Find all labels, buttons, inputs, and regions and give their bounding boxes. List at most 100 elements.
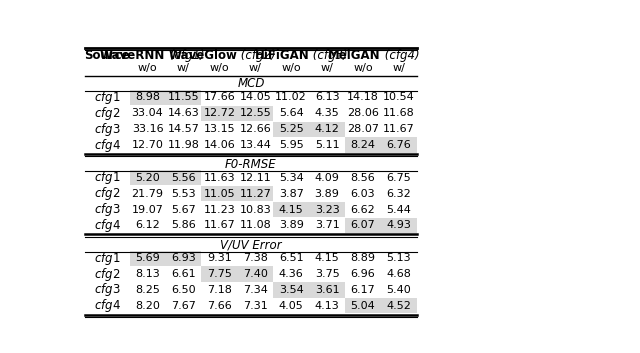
Text: 4.36: 4.36 — [279, 269, 303, 279]
Text: 11.67: 11.67 — [204, 221, 236, 231]
Text: 6.96: 6.96 — [351, 269, 376, 279]
Text: $cfg4$: $cfg4$ — [94, 217, 121, 234]
Bar — [202, 267, 273, 282]
Text: 11.27: 11.27 — [239, 189, 271, 199]
Text: 6.93: 6.93 — [171, 253, 196, 263]
Text: 14.63: 14.63 — [168, 108, 199, 118]
Text: 7.38: 7.38 — [243, 253, 268, 263]
Text: 8.56: 8.56 — [351, 173, 376, 183]
Text: 5.53: 5.53 — [171, 189, 196, 199]
Text: 7.40: 7.40 — [243, 269, 268, 279]
Text: w/o: w/o — [282, 63, 301, 73]
Text: 3.89: 3.89 — [315, 189, 340, 199]
Text: $cfg3$: $cfg3$ — [94, 201, 120, 218]
Bar — [345, 218, 417, 233]
Text: 4.09: 4.09 — [315, 173, 340, 183]
Text: 14.18: 14.18 — [347, 92, 379, 102]
Text: 8.89: 8.89 — [351, 253, 376, 263]
Text: 5.67: 5.67 — [171, 205, 196, 215]
Text: 11.63: 11.63 — [204, 173, 235, 183]
Text: 7.18: 7.18 — [207, 285, 232, 295]
Text: 5.40: 5.40 — [387, 285, 412, 295]
Text: w/o: w/o — [138, 63, 157, 73]
Text: 3.61: 3.61 — [315, 285, 339, 295]
Text: 12.55: 12.55 — [239, 108, 271, 118]
Text: 6.76: 6.76 — [387, 140, 412, 150]
Text: 7.67: 7.67 — [171, 301, 196, 311]
Text: 13.15: 13.15 — [204, 124, 235, 134]
Text: 6.75: 6.75 — [387, 173, 412, 183]
Text: 11.68: 11.68 — [383, 108, 415, 118]
Text: 12.66: 12.66 — [239, 124, 271, 134]
Text: w/: w/ — [177, 63, 190, 73]
Text: $cfg2$: $cfg2$ — [94, 105, 120, 122]
Text: WaveGlow: WaveGlow — [168, 49, 237, 62]
Text: 5.56: 5.56 — [171, 173, 196, 183]
Text: 8.13: 8.13 — [135, 269, 160, 279]
Text: 8.25: 8.25 — [135, 285, 160, 295]
Text: 11.08: 11.08 — [239, 221, 271, 231]
Text: 5.13: 5.13 — [387, 253, 412, 263]
Text: 33.16: 33.16 — [132, 124, 163, 134]
Text: F0-RMSE: F0-RMSE — [225, 158, 276, 171]
Text: 12.72: 12.72 — [204, 108, 236, 118]
Text: 6.13: 6.13 — [315, 92, 339, 102]
Text: 8.98: 8.98 — [135, 92, 160, 102]
Text: 5.25: 5.25 — [279, 124, 303, 134]
Text: w/: w/ — [321, 63, 333, 73]
Text: 8.24: 8.24 — [351, 140, 376, 150]
Text: 4.15: 4.15 — [315, 253, 339, 263]
Text: 8.20: 8.20 — [135, 301, 160, 311]
Text: 11.67: 11.67 — [383, 124, 415, 134]
Text: Source: Source — [84, 49, 130, 62]
Text: WaveRNN: WaveRNN — [100, 49, 166, 62]
Text: 11.55: 11.55 — [168, 92, 199, 102]
Text: 14.06: 14.06 — [204, 140, 236, 150]
Text: 6.03: 6.03 — [351, 189, 375, 199]
Text: 4.93: 4.93 — [387, 221, 412, 231]
Text: 11.98: 11.98 — [168, 140, 200, 150]
Text: 10.54: 10.54 — [383, 92, 415, 102]
Text: 14.57: 14.57 — [168, 124, 200, 134]
Text: 9.31: 9.31 — [207, 253, 232, 263]
Bar — [129, 170, 202, 185]
Text: 4.35: 4.35 — [315, 108, 339, 118]
Bar — [273, 282, 345, 298]
Text: 17.66: 17.66 — [204, 92, 236, 102]
Text: 7.31: 7.31 — [243, 301, 268, 311]
Text: V/UV Error: V/UV Error — [220, 238, 282, 251]
Text: (cfg4): (cfg4) — [381, 49, 420, 62]
Text: $cfg4$: $cfg4$ — [94, 137, 121, 154]
Text: 13.44: 13.44 — [239, 140, 271, 150]
Text: 6.50: 6.50 — [171, 285, 196, 295]
Text: 3.75: 3.75 — [315, 269, 339, 279]
Text: 5.69: 5.69 — [135, 253, 160, 263]
Text: 5.11: 5.11 — [315, 140, 339, 150]
Text: 33.04: 33.04 — [132, 108, 163, 118]
Text: MCD: MCD — [237, 77, 264, 90]
Text: (cfg1): (cfg1) — [166, 49, 204, 62]
Text: 3.71: 3.71 — [315, 221, 339, 231]
Text: $cfg2$: $cfg2$ — [94, 185, 120, 202]
Text: w/: w/ — [249, 63, 262, 73]
Text: $cfg3$: $cfg3$ — [94, 121, 120, 138]
Text: 4.52: 4.52 — [387, 301, 412, 311]
Text: 3.54: 3.54 — [279, 285, 303, 295]
Text: 21.79: 21.79 — [132, 189, 164, 199]
Text: (cfg3): (cfg3) — [309, 49, 348, 62]
Text: 5.86: 5.86 — [171, 221, 196, 231]
Text: 11.05: 11.05 — [204, 189, 235, 199]
Text: 28.07: 28.07 — [347, 124, 379, 134]
Text: $cfg4$: $cfg4$ — [94, 297, 121, 314]
Text: $cfg2$: $cfg2$ — [94, 265, 120, 282]
Text: 14.05: 14.05 — [239, 92, 271, 102]
Text: 6.62: 6.62 — [351, 205, 376, 215]
Text: 10.83: 10.83 — [239, 205, 271, 215]
Text: 4.68: 4.68 — [387, 269, 412, 279]
Text: 6.32: 6.32 — [387, 189, 412, 199]
Text: 6.07: 6.07 — [351, 221, 376, 231]
Text: w/o: w/o — [209, 63, 229, 73]
Bar — [202, 106, 273, 121]
Text: 11.23: 11.23 — [204, 205, 236, 215]
Text: 5.04: 5.04 — [351, 301, 376, 311]
